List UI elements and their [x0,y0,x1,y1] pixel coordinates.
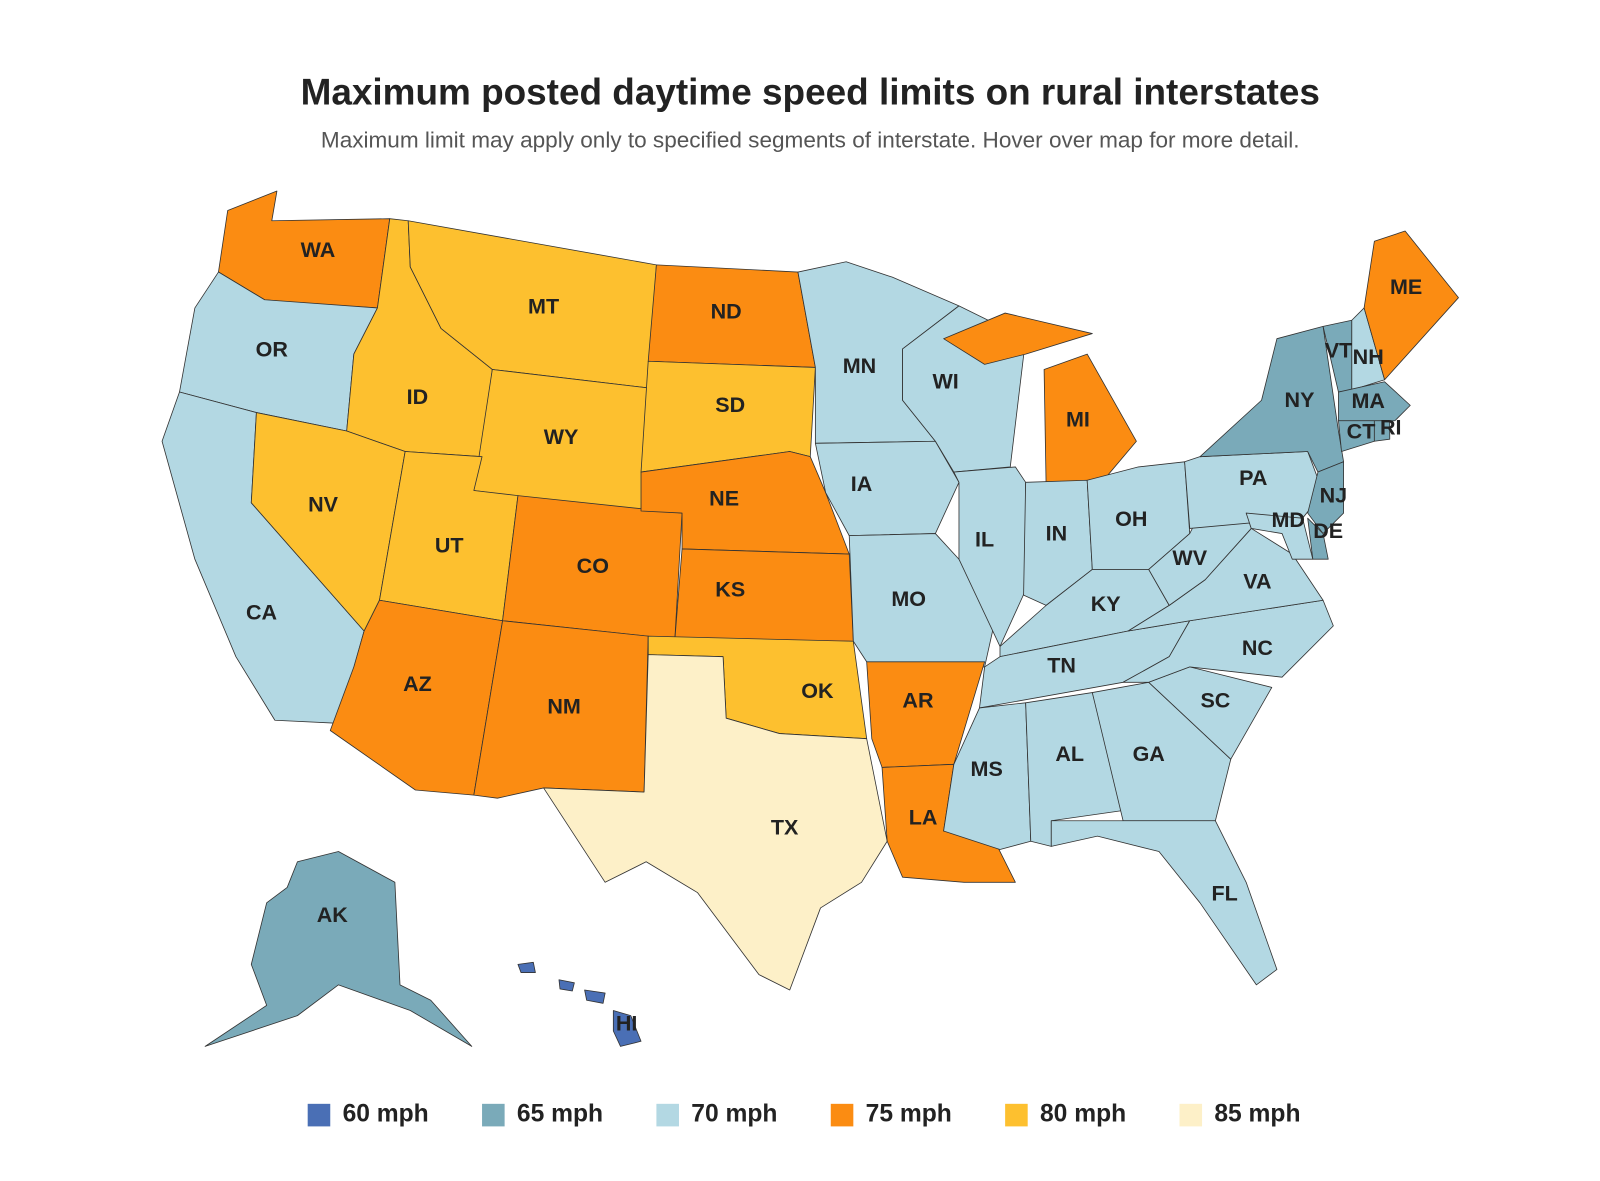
state-label: OH [1115,507,1147,531]
state-label: WY [544,425,579,449]
state-label: NJ [1320,483,1348,507]
state-label: WV [1172,546,1207,570]
state-label: AZ [403,672,432,696]
state-label: NY [1285,388,1315,412]
legend-label: 70 mph [691,1101,777,1128]
state[interactable] [1050,820,1278,986]
state[interactable] [943,312,1137,488]
legend-swatch[interactable] [1005,1103,1028,1127]
state-label: CO [577,554,609,578]
subtitle: Maximum limit may apply only to specifie… [321,128,1300,153]
state-label: ME [1390,275,1422,299]
state-label: FL [1211,881,1237,905]
state-label: NV [308,493,339,517]
legend-label: 60 mph [343,1101,429,1128]
state-label: ID [407,385,429,409]
state-label: VA [1243,569,1271,593]
state[interactable] [1338,381,1411,422]
state-label: MS [971,757,1003,781]
state-label: AL [1055,742,1084,766]
legend: 60 mph 65 mph 70 mph 75 mph 80 mph 85 mph [307,1101,1301,1128]
state[interactable] [1373,420,1391,442]
state-label: SD [715,393,745,417]
state-label: IN [1046,521,1068,545]
state-label: LA [909,805,938,829]
state-label: TN [1047,654,1076,678]
legend-label: 65 mph [517,1101,603,1128]
state-label: CT [1347,420,1376,444]
state[interactable] [543,654,888,991]
state-label: DE [1313,519,1343,543]
state-label: NM [547,695,580,719]
legend-label: 85 mph [1214,1101,1300,1128]
state-label: IL [975,527,994,551]
state-label: MD [1271,508,1304,532]
legend-swatch[interactable] [656,1103,679,1127]
state-label: IA [851,472,873,496]
state-label: AR [902,688,934,712]
state-label: AK [317,903,349,927]
state-label: MO [891,587,926,611]
state[interactable] [1091,681,1232,822]
state-label: GA [1133,742,1165,766]
state-label: NE [709,486,739,510]
legend-label: 75 mph [866,1101,952,1128]
state-label: MI [1066,407,1090,431]
state-label: KS [715,578,745,602]
title: Maximum posted daytime speed limits on r… [301,71,1320,112]
map [161,190,1459,1047]
state-label: KY [1091,592,1121,616]
state[interactable] [204,851,473,1047]
state-label: NH [1353,345,1384,369]
state-label: TX [771,816,799,840]
state-labels: WA OR CA ID NV MT WY UT CO AZ NM ND SD NE KS OK TX MN IA MO… [246,238,1422,1035]
state-label: UT [435,534,464,558]
legend-swatch[interactable] [1179,1103,1203,1127]
state[interactable] [848,533,996,668]
state-label: MN [843,354,876,378]
state-label: PA [1239,466,1267,490]
state-label: RI [1380,416,1402,440]
legend-swatch[interactable] [307,1103,331,1127]
state[interactable] [1307,517,1329,560]
state[interactable] [1307,461,1344,534]
legend-swatch[interactable] [830,1103,854,1127]
state-label: VT [1325,339,1353,363]
state-label: CA [246,600,277,624]
state-label: WA [301,238,336,262]
state[interactable] [1122,599,1334,683]
state-label: WI [932,369,958,393]
state[interactable] [1199,325,1344,473]
state-label: MA [1351,389,1384,413]
state[interactable] [517,961,642,1047]
state-label: MT [528,295,559,319]
state-label: OK [801,679,834,703]
state-label: OR [256,338,289,362]
legend-swatch[interactable] [482,1103,505,1127]
legend-label: 80 mph [1040,1101,1126,1128]
state[interactable] [1245,512,1314,560]
state[interactable] [1363,230,1459,381]
state[interactable] [674,548,854,642]
state-label: NC [1242,636,1273,660]
state-label: HI [616,1012,638,1036]
state-label: SC [1200,688,1230,712]
state[interactable] [953,466,1027,647]
state-label: ND [711,300,742,324]
